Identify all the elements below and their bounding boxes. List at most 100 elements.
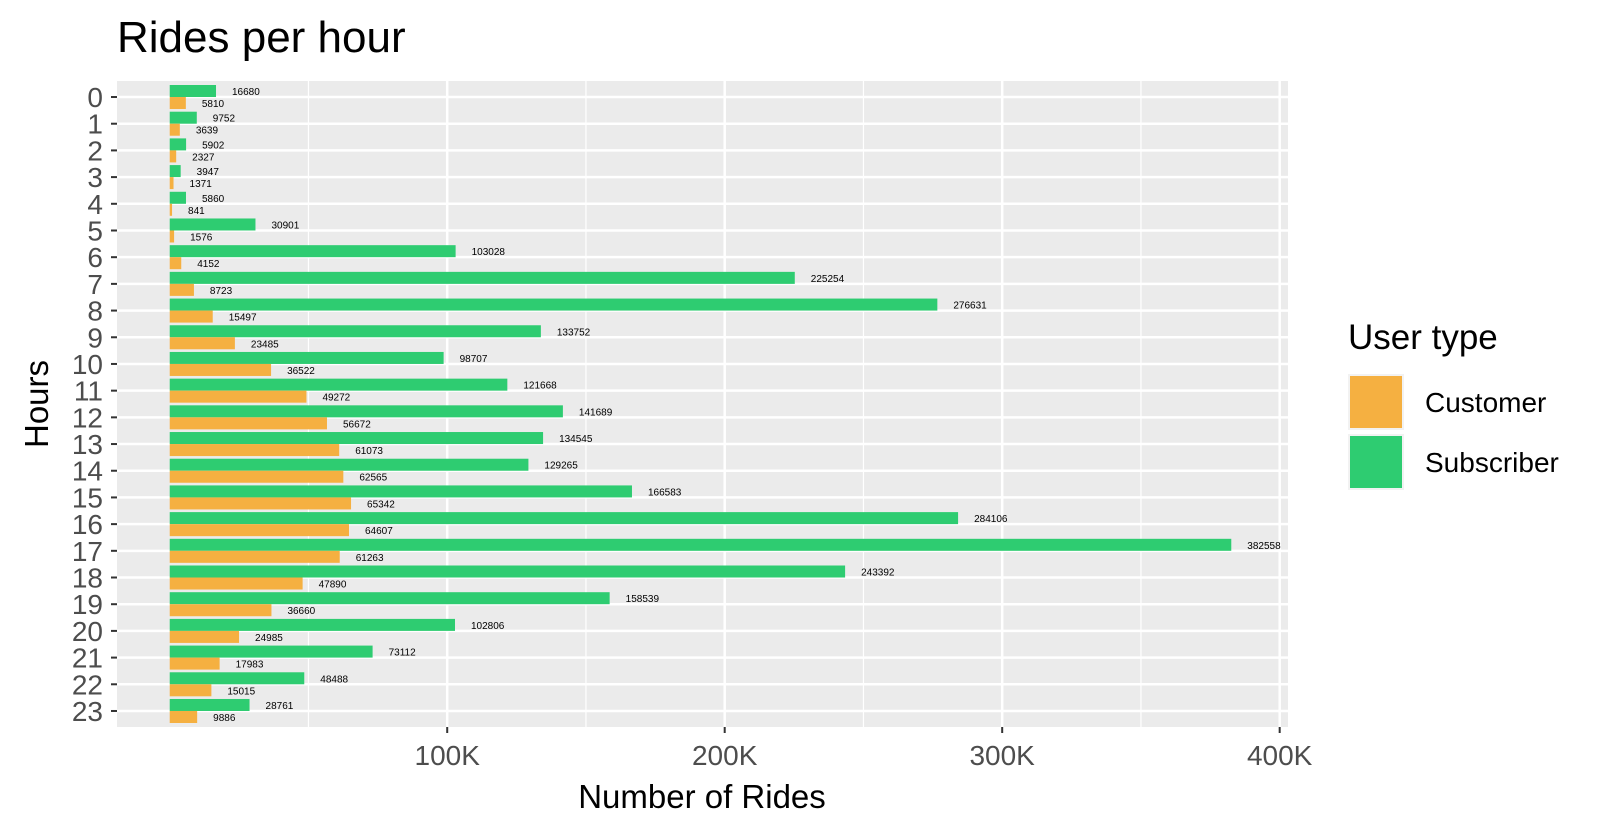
value-label-customer-hour-4: 841 — [188, 206, 205, 217]
value-label-customer-hour-22: 15015 — [227, 686, 255, 697]
value-label-customer-hour-19: 36660 — [287, 606, 315, 617]
bar-customer-hour-18 — [169, 577, 303, 590]
value-label-customer-hour-21: 17983 — [236, 660, 264, 671]
bar-customer-hour-21 — [169, 657, 220, 670]
bar-customer-hour-17 — [169, 550, 340, 563]
bar-subscriber-hour-19 — [169, 592, 610, 605]
value-label-customer-hour-3: 1371 — [190, 179, 213, 190]
y-tick-label-11: 11 — [74, 376, 103, 407]
y-tick-label-22: 22 — [72, 669, 103, 700]
y-tick-label-9: 9 — [87, 322, 103, 353]
value-label-subscriber-hour-12: 141689 — [579, 407, 613, 418]
legend-swatch-subscriber — [1350, 436, 1402, 488]
y-tick-label-15: 15 — [72, 482, 103, 513]
bar-customer-hour-13 — [169, 444, 340, 457]
value-label-subscriber-hour-0: 16680 — [232, 87, 260, 98]
x-tick-label-300K: 300K — [969, 740, 1035, 771]
bars — [169, 85, 1232, 723]
y-tick-label-4: 4 — [87, 189, 103, 220]
value-label-customer-hour-8: 15497 — [229, 313, 257, 324]
legend-swatch-customer — [1350, 376, 1402, 428]
bar-subscriber-hour-21 — [169, 645, 373, 658]
value-label-subscriber-hour-2: 5902 — [202, 140, 225, 151]
y-tick-label-13: 13 — [72, 429, 103, 460]
value-label-subscriber-hour-19: 158539 — [626, 594, 660, 605]
bar-subscriber-hour-11 — [169, 378, 508, 391]
value-label-customer-hour-23: 9886 — [213, 713, 236, 724]
value-label-subscriber-hour-23: 28761 — [266, 701, 294, 712]
bar-customer-hour-1 — [169, 123, 180, 136]
bar-subscriber-hour-20 — [169, 618, 455, 631]
value-label-customer-hour-5: 1576 — [190, 232, 213, 243]
y-tick-label-20: 20 — [72, 616, 103, 647]
bar-customer-hour-22 — [169, 684, 212, 697]
value-label-subscriber-hour-10: 98707 — [460, 354, 488, 365]
x-tick-label-200K: 200K — [692, 740, 758, 771]
bar-customer-hour-5 — [169, 230, 175, 243]
legend-label-customer: Customer — [1425, 387, 1546, 418]
y-tick-label-6: 6 — [87, 242, 103, 273]
bar-subscriber-hour-5 — [169, 218, 256, 231]
value-label-subscriber-hour-8: 276631 — [953, 301, 987, 312]
bar-subscriber-hour-17 — [169, 538, 1232, 551]
value-label-customer-hour-20: 24985 — [255, 633, 283, 644]
bar-subscriber-hour-7 — [169, 271, 795, 284]
value-label-subscriber-hour-18: 243392 — [861, 568, 895, 579]
y-tick-label-1: 1 — [87, 109, 103, 140]
y-tick-label-18: 18 — [72, 563, 103, 594]
value-label-subscriber-hour-4: 5860 — [202, 194, 225, 205]
value-label-subscriber-hour-21: 73112 — [389, 648, 417, 659]
value-label-customer-hour-2: 2327 — [192, 152, 215, 163]
value-label-customer-hour-18: 47890 — [319, 580, 347, 591]
bar-subscriber-hour-16 — [169, 512, 959, 525]
x-tick-label-400K: 400K — [1247, 740, 1313, 771]
value-label-subscriber-hour-5: 30901 — [271, 220, 299, 231]
bar-customer-hour-7 — [169, 283, 194, 296]
y-tick-label-19: 19 — [72, 589, 103, 620]
bar-subscriber-hour-15 — [169, 485, 632, 498]
x-axis: 100K 200K 300K 400K — [415, 727, 1313, 771]
bar-customer-hour-12 — [169, 417, 327, 430]
bar-customer-hour-23 — [169, 710, 198, 723]
value-label-subscriber-hour-17: 382558 — [1247, 541, 1281, 552]
bar-subscriber-hour-12 — [169, 405, 563, 418]
bar-subscriber-hour-22 — [169, 672, 305, 685]
value-label-subscriber-hour-16: 284106 — [974, 514, 1008, 525]
bar-subscriber-hour-23 — [169, 698, 250, 711]
x-axis-title: Number of Rides — [578, 778, 826, 815]
value-label-customer-hour-0: 5810 — [202, 99, 225, 110]
bar-subscriber-hour-3 — [169, 165, 181, 178]
value-label-subscriber-hour-14: 129265 — [544, 461, 578, 472]
value-label-customer-hour-16: 64607 — [365, 526, 393, 537]
bar-subscriber-hour-14 — [169, 458, 529, 471]
bar-customer-hour-2 — [169, 150, 177, 163]
value-label-subscriber-hour-9: 133752 — [557, 327, 591, 338]
bar-customer-hour-14 — [169, 470, 344, 483]
bar-customer-hour-19 — [169, 604, 272, 617]
value-label-subscriber-hour-7: 225254 — [811, 274, 845, 285]
value-label-subscriber-hour-3: 3947 — [197, 167, 220, 178]
bar-customer-hour-4 — [169, 203, 173, 216]
bar-subscriber-hour-2 — [169, 138, 187, 151]
value-label-customer-hour-12: 56672 — [343, 419, 371, 430]
y-tick-label-8: 8 — [87, 296, 103, 327]
y-tick-label-16: 16 — [72, 509, 103, 540]
legend-label-subscriber: Subscriber — [1425, 447, 1559, 478]
y-tick-label-23: 23 — [72, 696, 103, 727]
legend: User type Customer Subscriber — [1348, 318, 1559, 490]
y-tick-label-21: 21 — [72, 643, 103, 674]
value-label-customer-hour-9: 23485 — [251, 339, 279, 350]
bar-customer-hour-20 — [169, 630, 240, 643]
y-tick-label-3: 3 — [87, 162, 103, 193]
y-tick-label-12: 12 — [72, 402, 103, 433]
value-label-customer-hour-7: 8723 — [210, 286, 233, 297]
value-label-customer-hour-15: 65342 — [367, 499, 395, 510]
bar-subscriber-hour-8 — [169, 298, 938, 311]
value-label-subscriber-hour-20: 102806 — [471, 621, 505, 632]
value-label-customer-hour-13: 61073 — [355, 446, 383, 457]
y-tick-label-14: 14 — [72, 456, 103, 487]
y-tick-label-10: 10 — [72, 349, 103, 380]
bar-subscriber-hour-10 — [169, 351, 444, 364]
